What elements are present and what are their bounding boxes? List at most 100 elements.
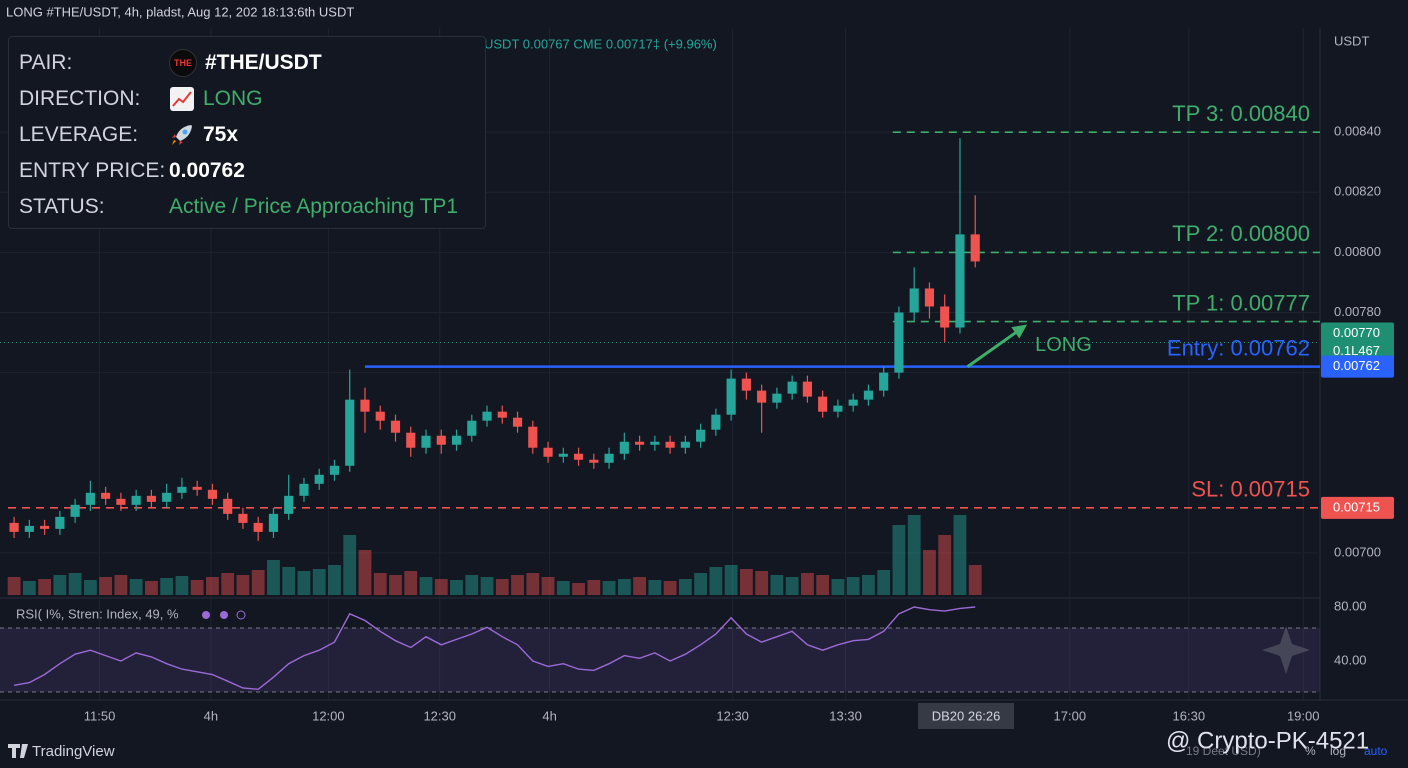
candle-body <box>863 390 874 400</box>
volume-bar <box>556 581 570 595</box>
candle-body <box>848 399 858 406</box>
x-tick-label: 16:30 <box>1173 708 1206 723</box>
candle-body <box>894 312 904 373</box>
volume-bar <box>68 573 82 595</box>
volume-bar <box>755 571 769 595</box>
candle-body <box>940 306 950 328</box>
volume-bar <box>206 577 219 595</box>
volume-bar <box>678 579 692 595</box>
volume-bar <box>800 573 814 595</box>
percent-toggle[interactable]: % <box>1305 744 1316 758</box>
candle-body <box>85 492 95 505</box>
rsi-tick-label: 40.00 <box>1334 652 1367 667</box>
volume-bar <box>846 577 860 595</box>
y-tick-label: 0.00800 <box>1334 244 1381 259</box>
volume-bar <box>434 579 448 595</box>
candle-body <box>696 429 706 442</box>
candle-body <box>238 513 248 523</box>
candle-body <box>497 411 507 418</box>
candle-body <box>70 504 80 517</box>
candle-body <box>253 522 263 532</box>
x-tick-label: 17:00 <box>1054 708 1087 723</box>
volume-bar <box>297 571 311 595</box>
volume-bar <box>129 579 143 595</box>
status-label: STATUS: <box>19 195 105 218</box>
annotation-arrowhead <box>1011 324 1028 339</box>
candle-body <box>879 372 889 391</box>
annotation-arrow <box>966 327 1022 368</box>
volume-bar <box>373 573 387 595</box>
candle-body <box>757 390 767 403</box>
candle-body <box>223 498 233 514</box>
candle-body <box>207 489 218 499</box>
level-label: Entry: 0.00762 <box>1167 335 1310 360</box>
candle-body <box>589 459 599 463</box>
volume-bar <box>739 569 753 595</box>
candle-body <box>665 441 675 448</box>
volume-bar <box>312 569 326 595</box>
candle-body <box>101 492 111 499</box>
volume-bar <box>7 577 21 595</box>
candle-body <box>299 483 309 496</box>
pair-label: PAIR: <box>19 51 73 74</box>
signal-panel: PAIR: THE #THE/USDT DIRECTION: LONG LEVER… <box>8 36 486 229</box>
volume-bar <box>251 570 265 595</box>
candle-body <box>604 453 614 463</box>
status-value: Active / Price Approaching TP1 <box>169 195 459 218</box>
volume-bar <box>709 567 723 595</box>
volume-bar <box>175 576 189 595</box>
volume-bar <box>968 565 982 595</box>
volume-bar <box>617 579 631 595</box>
candle-body <box>329 465 340 475</box>
rsi-tick-label: 80.00 <box>1334 598 1367 613</box>
pair-value: #THE/USDT <box>205 51 322 74</box>
candle-body <box>726 378 736 415</box>
candle-body <box>573 453 584 460</box>
candle-body <box>772 393 782 403</box>
legend-dot <box>236 610 246 620</box>
candle-body <box>451 435 462 445</box>
candle-body <box>345 399 355 466</box>
volume-bar <box>160 578 174 595</box>
volume-bar <box>328 565 341 595</box>
volume-bar <box>572 583 585 595</box>
auto-toggle[interactable]: auto <box>1364 744 1388 758</box>
x-tick-label: 13:30 <box>829 708 862 723</box>
volume-bar <box>144 581 158 595</box>
log-toggle[interactable]: log <box>1330 744 1346 758</box>
level-label: SL: 0.00715 <box>1191 477 1310 502</box>
price-axis-unit: USDT <box>1334 33 1369 48</box>
entry-value: 0.00762 <box>169 159 245 182</box>
candle-body <box>177 486 187 493</box>
volume-bar <box>465 575 479 595</box>
volume-bar <box>877 570 891 595</box>
leverage-value-group: 75x <box>169 122 238 148</box>
volume-bar <box>892 525 906 595</box>
volume-bar <box>526 573 540 595</box>
volume-bar <box>114 575 128 595</box>
volume-bar <box>938 535 952 595</box>
pair-value-group: THE #THE/USDT <box>169 49 322 77</box>
x-tick-label: 19:00 <box>1287 708 1320 723</box>
crosshair-label: DB20 26:26 <box>932 708 1001 723</box>
entry-row: ENTRY PRICE: 0.00762 <box>19 156 245 186</box>
volume-bar <box>770 575 784 595</box>
legend-dot <box>202 611 210 619</box>
volume-bar <box>694 573 708 595</box>
annotation-label: LONG <box>1035 334 1092 356</box>
x-tick-label: 11:50 <box>84 708 116 723</box>
leverage-label: LEVERAGE: <box>19 123 139 146</box>
last-price-label: 0.00770 <box>1333 325 1380 340</box>
volume-bar <box>221 573 235 595</box>
level-label: TP 3: 0.00840 <box>1172 101 1310 126</box>
candle-body <box>909 288 919 313</box>
volume-bar <box>602 581 616 595</box>
candle-body <box>467 420 477 436</box>
candle-body <box>284 495 294 514</box>
last-price-tag <box>1321 322 1394 363</box>
volume-bar <box>541 577 555 595</box>
x-tick-label: 12:30 <box>423 708 456 723</box>
volume-bar <box>587 580 601 595</box>
pair-icon: THE <box>169 49 197 77</box>
